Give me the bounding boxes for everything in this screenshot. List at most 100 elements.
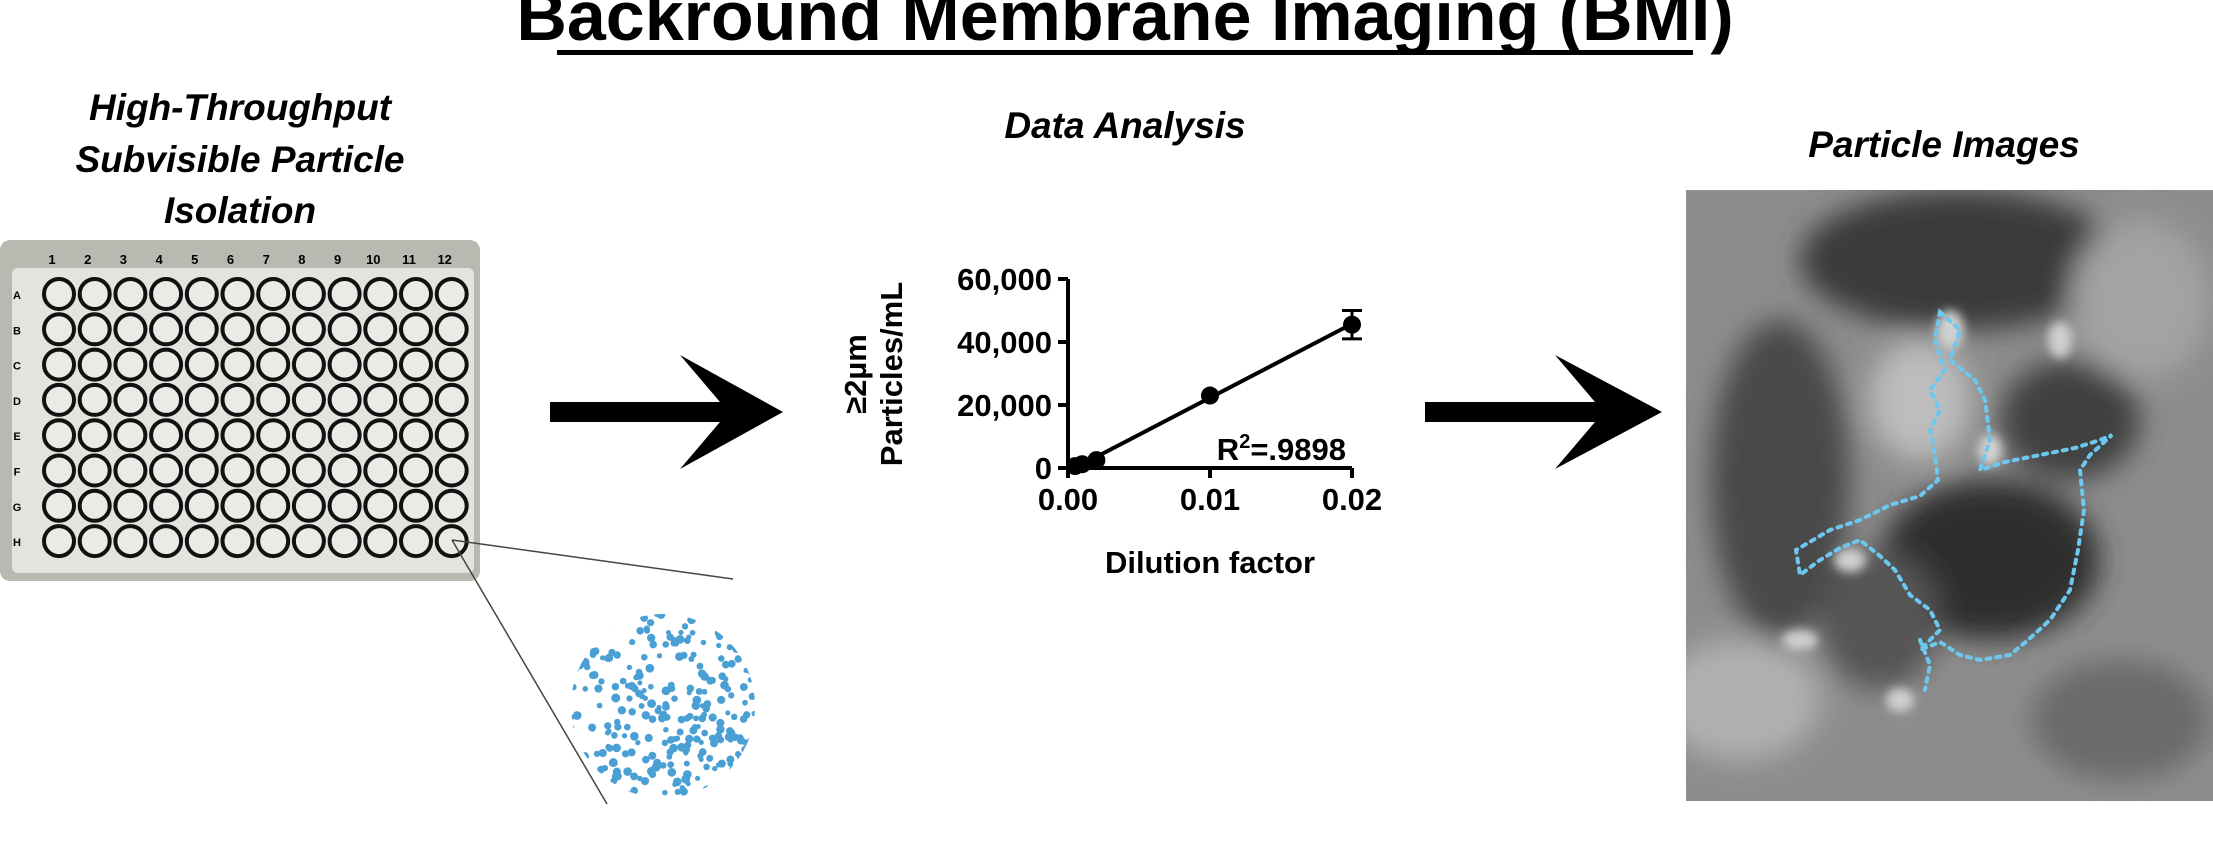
particle-dot bbox=[662, 641, 670, 648]
particle-dot bbox=[727, 659, 736, 668]
particle-dot bbox=[734, 655, 742, 663]
well bbox=[42, 382, 76, 417]
particle-dot bbox=[604, 722, 612, 730]
well bbox=[42, 453, 76, 488]
well bbox=[327, 347, 362, 382]
particle-dot bbox=[583, 621, 591, 629]
particle-dot bbox=[571, 714, 577, 720]
row-label: G bbox=[13, 502, 22, 514]
particle-dot bbox=[739, 715, 748, 723]
well bbox=[434, 524, 469, 559]
well bbox=[220, 382, 255, 417]
y-tick-label: 40,000 bbox=[957, 325, 1052, 360]
well bbox=[256, 382, 291, 417]
well bbox=[399, 277, 433, 311]
well bbox=[434, 312, 469, 347]
particle-dot bbox=[661, 686, 671, 696]
particle-dot bbox=[642, 755, 650, 764]
particle-dot bbox=[583, 629, 589, 635]
particle-dot bbox=[656, 653, 663, 659]
particle-dot bbox=[640, 614, 648, 622]
particle-dot bbox=[667, 768, 677, 777]
particle-dot bbox=[716, 642, 722, 649]
well bbox=[327, 277, 362, 311]
particle-dot bbox=[648, 770, 657, 779]
particle-dot bbox=[688, 655, 695, 662]
well bbox=[77, 488, 112, 523]
well bbox=[363, 382, 398, 417]
column-label: 10 bbox=[366, 252, 380, 267]
particle-dot bbox=[621, 750, 630, 758]
particle-dot bbox=[687, 615, 696, 625]
particle-dot bbox=[608, 758, 618, 768]
particle-dot bbox=[571, 657, 576, 663]
well bbox=[77, 277, 112, 311]
particle-dot bbox=[613, 771, 622, 781]
particle-dot bbox=[698, 748, 707, 756]
particle-dot bbox=[724, 733, 733, 742]
particle-dot bbox=[746, 738, 753, 745]
well bbox=[113, 277, 148, 311]
particle-dot bbox=[604, 655, 611, 662]
particle-dot bbox=[735, 620, 742, 628]
x-tick-label: 0.01 bbox=[1180, 482, 1240, 517]
heading: Isolation bbox=[164, 190, 316, 231]
column-label: 5 bbox=[191, 252, 198, 267]
particle-dot bbox=[630, 786, 639, 795]
particle-dot bbox=[742, 699, 748, 706]
particle-dot bbox=[700, 672, 709, 681]
particle-dot bbox=[712, 765, 718, 772]
particle-dot bbox=[632, 684, 638, 691]
well bbox=[256, 524, 291, 559]
data-point bbox=[1343, 315, 1361, 334]
well bbox=[327, 524, 362, 559]
annotation-part: R bbox=[1217, 432, 1239, 467]
well bbox=[220, 524, 255, 559]
particle-dot bbox=[654, 707, 662, 715]
column-label: 2 bbox=[84, 252, 91, 267]
well bbox=[399, 524, 433, 559]
chart: 0 20,000 40,000 60,000 0.00 0.01 0.02Dilution … bbox=[838, 262, 1382, 580]
well bbox=[291, 488, 326, 523]
well bbox=[113, 488, 148, 523]
particle-dot bbox=[716, 718, 725, 727]
particle-dot bbox=[630, 772, 638, 781]
image-texture bbox=[1686, 190, 2210, 780]
particle-dot bbox=[582, 629, 591, 638]
particle-dot bbox=[680, 651, 688, 660]
particle-dot bbox=[691, 723, 699, 731]
particle-dot bbox=[743, 751, 750, 759]
particle-dot bbox=[571, 778, 579, 786]
particle-dot bbox=[645, 663, 655, 673]
particle-dot bbox=[571, 650, 577, 659]
y-tick-label: 60,000 bbox=[957, 262, 1052, 297]
particle-dot bbox=[647, 699, 657, 709]
particle-dot bbox=[721, 660, 730, 669]
heading: High-Throughput bbox=[89, 87, 393, 128]
particle-dot bbox=[677, 715, 686, 724]
particle-dot bbox=[701, 729, 709, 737]
particle-dot bbox=[624, 682, 631, 689]
particle-dot bbox=[703, 763, 710, 771]
well bbox=[363, 418, 398, 453]
particle-dot bbox=[653, 614, 660, 617]
row-label: H bbox=[13, 537, 21, 549]
particle-dot bbox=[571, 763, 576, 773]
well bbox=[291, 277, 326, 311]
particle-dot bbox=[641, 711, 651, 720]
particle-dot bbox=[598, 748, 607, 757]
well bbox=[256, 488, 291, 523]
particle-dot bbox=[572, 665, 580, 673]
column-label: 4 bbox=[155, 252, 163, 267]
well bbox=[434, 382, 469, 417]
particle-dot bbox=[674, 735, 681, 742]
particle-dot bbox=[708, 676, 716, 684]
particle-dot bbox=[647, 683, 654, 690]
particle-dot bbox=[646, 619, 655, 627]
well bbox=[291, 524, 326, 559]
particle-dot bbox=[662, 700, 669, 708]
heading: Particle Images bbox=[1808, 124, 2079, 165]
particle-dot bbox=[571, 617, 578, 626]
particle-dot bbox=[708, 734, 717, 743]
